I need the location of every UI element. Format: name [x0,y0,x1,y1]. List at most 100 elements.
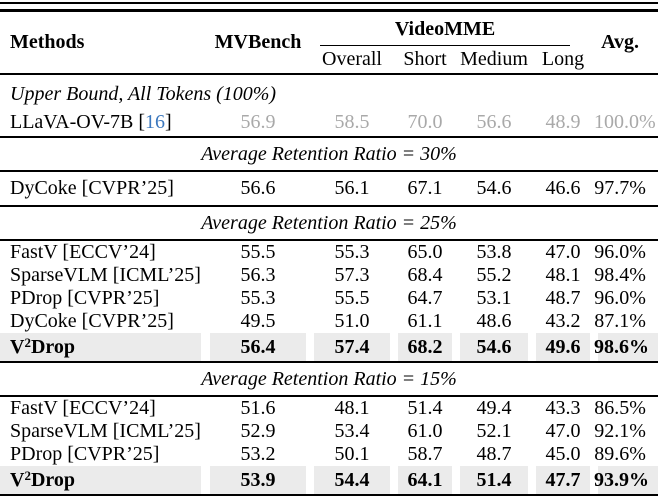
column-header-overall: Overall [322,48,382,70]
metric-value: 61.1 [407,310,443,332]
metric-value: 61.0 [407,420,443,442]
metric-value: 49.5 [240,310,276,332]
metric-value: 53.4 [334,420,370,442]
metric-value: 47.7 [532,466,595,494]
metric-value: 68.2 [394,333,456,362]
method-name-part: Drop [30,335,76,358]
metric-value: 97.7% [594,177,646,199]
column-header-medium: Medium [460,48,528,70]
method-name: FastV [ECCV’24] [0,396,206,420]
method-name-part: V [10,468,25,491]
metric-value: 100.0% [594,111,656,133]
metric-value: 58.7 [407,443,443,465]
table-row: V2Drop 56.4 57.4 68.2 54.6 49.6 98.6% [0,333,658,362]
upper-bound-label-row: Upper Bound, All Tokens (100%) [0,74,658,109]
retention-ratio-label: Average Retention Ratio = 15% [201,367,457,390]
method-name-part: FastV [ECCV’24] [10,397,156,419]
column-header-short: Short [403,48,447,70]
metric-value: 86.5% [594,397,646,419]
table-row: PDrop [CVPR’25] 53.2 50.1 58.7 48.7 45.0 89.6% [0,443,658,466]
table-row: DyCoke [CVPR’25] 49.5 51.0 61.1 48.6 43.2 87.1… [0,310,658,333]
metric-value: 56.6 [476,111,512,133]
table-row: PDrop [CVPR’25] 55.3 55.5 64.7 53.1 48.7 96.0% [0,287,658,310]
metric-value: 64.7 [407,287,443,309]
method-name: LLaVA-OV-7B [16] [0,109,206,137]
retention-ratio-header-row: Average Retention Ratio = 25% [0,206,658,240]
metric-value: 55.5 [334,287,370,309]
method-name: DyCoke [CVPR’25] [0,171,206,206]
retention-ratio-label: Average Retention Ratio = 25% [201,211,457,234]
metric-value: 70.0 [407,111,443,133]
top-rule-thick [0,9,658,12]
metric-value: 58.5 [334,111,370,133]
metric-value: 52.9 [240,420,276,442]
method-name-part: FastV [ECCV’24] [10,241,156,263]
metric-value: 51.4 [456,466,532,494]
metric-value: 55.3 [240,287,276,309]
metric-value: 57.3 [334,264,370,286]
metric-value: 43.2 [545,310,581,332]
metric-value: 56.9 [240,111,276,133]
retention-ratio-header-row: Average Retention Ratio = 15% [0,362,658,396]
metric-value: 54.6 [476,177,512,199]
metric-value: 43.3 [545,397,581,419]
table-row: DyCoke [CVPR’25] 56.6 56.1 67.1 54.6 46.6 97.7… [0,171,658,206]
metric-value: 48.1 [334,397,370,419]
metric-value: 49.6 [532,333,595,362]
table-row: SparseVLM [ICML’25] 52.9 53.4 61.0 52.1 47.0 9… [0,420,658,443]
metric-value: 48.7 [545,287,581,309]
method-name: V2Drop [0,333,206,362]
method-name: DyCoke [CVPR’25] [0,310,206,333]
metric-value: 53.9 [206,466,310,494]
method-name: SparseVLM [ICML’25] [0,420,206,443]
method-name-part: SparseVLM [ICML’25] [10,264,201,286]
metric-value: 46.6 [545,177,581,199]
metric-value: 93.9% [594,466,658,494]
method-name-part: Drop [30,468,76,491]
metric-value: 48.1 [545,264,581,286]
table-row: LLaVA-OV-7B [16] 56.9 58.5 70.0 56.6 48.9 100.… [0,109,658,137]
benchmark-table: Methods MVBench VideoMME Avg. Overall Sh… [0,12,658,494]
column-header-avg: Avg. [601,31,640,53]
metric-value: 65.0 [407,241,443,263]
metric-value: 48.9 [545,111,581,133]
method-name: PDrop [CVPR’25] [0,443,206,466]
metric-value: 45.0 [545,443,581,465]
table-header: Methods MVBench VideoMME Avg. Overall Sh… [0,12,658,74]
metric-value: 98.6% [594,333,658,362]
method-name: V2Drop [0,466,206,494]
method-superscript: 2 [24,334,31,350]
column-header-videomme-group: VideoMME [310,12,594,46]
metric-value: 49.4 [476,397,512,419]
method-name-part: V [10,335,25,358]
metric-value: 47.0 [545,241,581,263]
metric-value: 52.1 [476,420,512,442]
metric-value: 48.6 [476,310,512,332]
method-superscript: 2 [24,467,31,483]
retention-ratio-header-row: Average Retention Ratio = 30% [0,137,658,171]
method-name-part: DyCoke [CVPR’25] [10,310,174,332]
header-row-main: Methods MVBench VideoMME Avg. [0,12,658,53]
upper-bound-label: Upper Bound, All Tokens (100%) [10,83,277,105]
method-name-part: PDrop [CVPR’25] [10,443,160,465]
metric-value: 89.6% [594,443,646,465]
metric-value: 98.4% [594,264,646,286]
metric-value: 53.2 [240,443,276,465]
metric-value: 96.0% [594,241,646,263]
citation-link[interactable]: 16 [145,111,165,133]
metric-value: 55.2 [476,264,512,286]
metric-value: 56.1 [334,177,370,199]
column-header-mvbench: MVBench [214,31,302,53]
metric-value: 50.1 [334,443,370,465]
table-row: V2Drop 53.9 54.4 64.1 51.4 47.7 93.9% [0,466,658,494]
metric-value: 51.0 [334,310,370,332]
top-rule-thin [0,2,658,4]
method-name-part: LLaVA-OV-7B [ [10,111,145,133]
metric-value: 87.1% [594,310,646,332]
metric-value: 96.0% [594,287,646,309]
metric-value: 51.6 [240,397,276,419]
metric-value: 54.4 [310,466,394,494]
metric-value: 47.0 [545,420,581,442]
bottom-rule-thick [0,494,658,496]
metric-value: 51.4 [407,397,443,419]
